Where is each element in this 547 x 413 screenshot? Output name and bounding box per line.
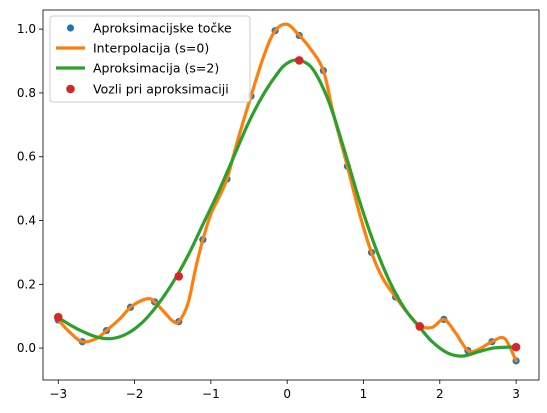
interpolation-line <box>56 22 518 363</box>
legend-label: Aproksimacijske točke <box>93 21 232 36</box>
x-tick-label: 2 <box>436 387 444 401</box>
legend-label: Interpolacija (s=0) <box>93 41 209 56</box>
plot-area <box>53 22 521 365</box>
knot-point <box>174 272 184 281</box>
x-tick-label: 1 <box>360 387 368 401</box>
legend-box <box>49 15 251 103</box>
legend-label: Vozli pri aproksimaciji <box>93 82 229 97</box>
y-tick-label: 0.6 <box>17 150 36 164</box>
y-tick-label: 0.0 <box>17 341 36 355</box>
x-tick-label: 3 <box>512 387 520 401</box>
y-tick-label: 1.0 <box>17 22 36 36</box>
legend-marker-swatch <box>66 24 75 32</box>
x-tick-label: −3 <box>49 387 67 401</box>
y-tick-label: 0.8 <box>17 86 36 100</box>
legend-label: Aproksimacija (s=2) <box>93 61 219 76</box>
knot-point <box>511 342 521 352</box>
x-tick-label: 0 <box>283 387 291 401</box>
legend: Aproksimacijske točke Interpolacija (s=0)… <box>49 15 251 103</box>
knot-point <box>294 56 304 65</box>
legend-marker-swatch <box>66 84 75 94</box>
axes-frame <box>42 9 540 381</box>
x-tick-label: −2 <box>126 387 144 401</box>
y-axis: 0.0 0.2 0.4 0.6 0.8 1.0 <box>17 22 43 355</box>
knot-point <box>53 312 63 322</box>
approximation-line <box>56 58 518 358</box>
knot-point <box>415 322 425 331</box>
y-tick-label: 0.2 <box>17 277 36 291</box>
x-axis: −3 −2 −1 0 1 2 3 <box>49 380 520 401</box>
x-tick-label: −1 <box>202 387 220 401</box>
y-tick-label: 0.4 <box>17 214 36 228</box>
